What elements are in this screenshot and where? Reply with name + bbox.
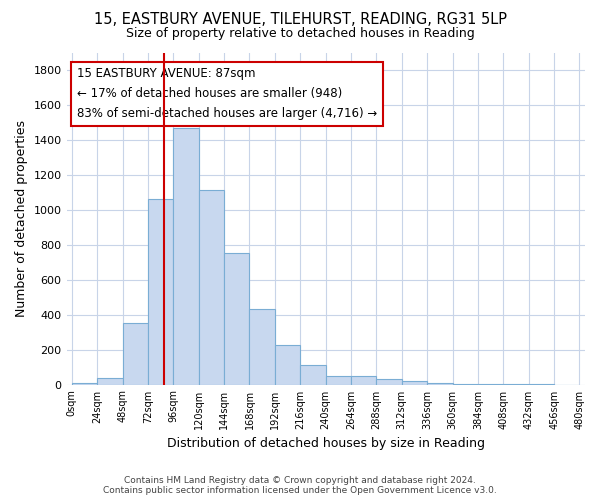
- Text: Contains HM Land Registry data © Crown copyright and database right 2024.
Contai: Contains HM Land Registry data © Crown c…: [103, 476, 497, 495]
- Bar: [326, 376, 351, 384]
- Text: 15 EASTBURY AVENUE: 87sqm
← 17% of detached houses are smaller (948)
83% of semi: 15 EASTBURY AVENUE: 87sqm ← 17% of detac…: [77, 68, 377, 120]
- Y-axis label: Number of detached properties: Number of detached properties: [15, 120, 28, 317]
- Bar: [376, 380, 402, 384]
- Bar: [224, 254, 250, 384]
- Bar: [148, 200, 173, 384]
- Bar: [72, 383, 97, 384]
- Bar: [351, 376, 376, 384]
- Bar: [275, 345, 300, 385]
- Bar: [97, 378, 122, 384]
- Bar: [250, 308, 275, 384]
- Bar: [122, 322, 148, 384]
- Text: 15, EASTBURY AVENUE, TILEHURST, READING, RG31 5LP: 15, EASTBURY AVENUE, TILEHURST, READING,…: [94, 12, 506, 28]
- Text: Size of property relative to detached houses in Reading: Size of property relative to detached ho…: [125, 28, 475, 40]
- Bar: [300, 366, 326, 384]
- Bar: [402, 381, 427, 384]
- Bar: [199, 190, 224, 384]
- Bar: [427, 383, 452, 384]
- X-axis label: Distribution of detached houses by size in Reading: Distribution of detached houses by size …: [167, 437, 485, 450]
- Bar: [173, 128, 199, 384]
